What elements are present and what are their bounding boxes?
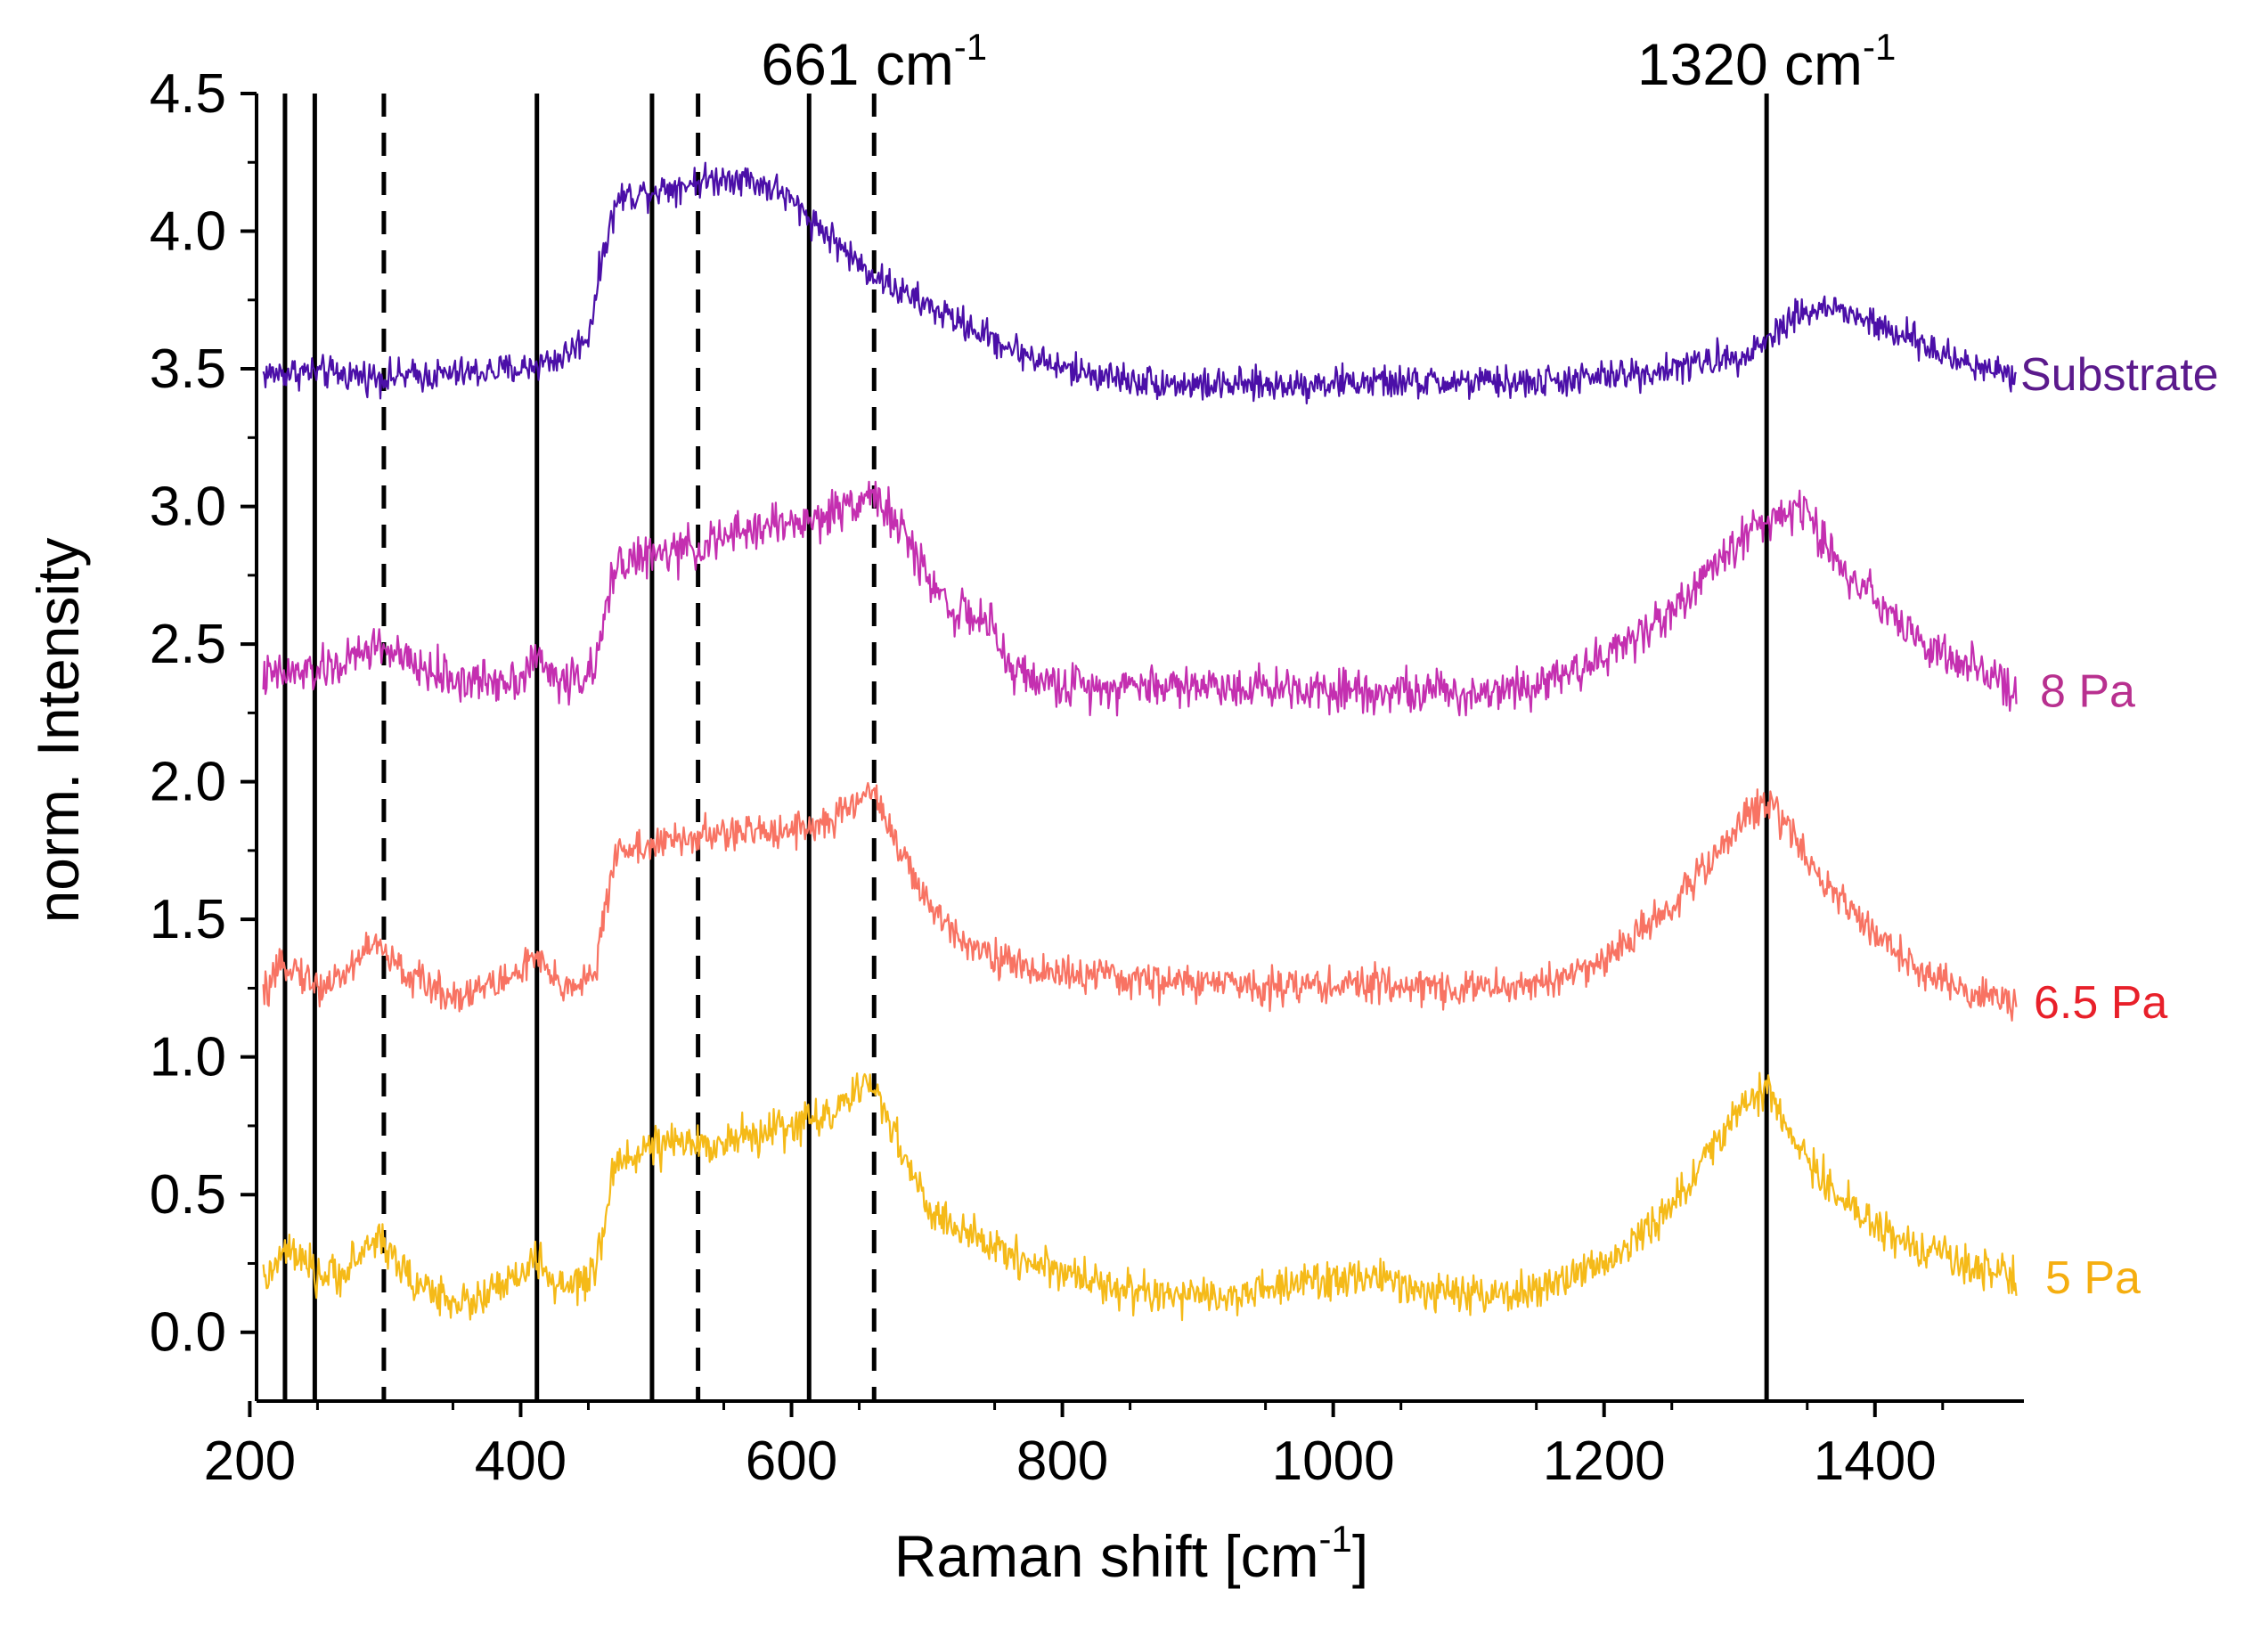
x-axis-title-sup: -1 <box>1319 1518 1352 1560</box>
series-line-5-pa <box>262 1072 2018 1322</box>
annotations: 661 cm-1 1320 cm-1 <box>761 26 1896 97</box>
series-layer <box>262 161 2018 1322</box>
y-tick-label: 3.5 <box>150 338 226 400</box>
y-tick-label: 4.5 <box>150 63 226 125</box>
x-tick-label: 600 <box>746 1430 837 1492</box>
series-line-6-5-pa <box>262 782 2018 1022</box>
series-line-8-pa <box>262 480 2018 717</box>
y-tick-label: 2.0 <box>150 752 226 813</box>
x-tick-label: 1200 <box>1543 1430 1666 1492</box>
annotation-1320: 1320 cm-1 <box>1637 26 1896 97</box>
x-tick-label: 800 <box>1016 1430 1108 1492</box>
axes <box>255 94 2024 1403</box>
y-tick-label: 1.5 <box>150 889 226 950</box>
y-tick-label: 0.0 <box>150 1302 226 1364</box>
series-labels: Substrate 8 Pa 6.5 Pa 5 Pa <box>2020 349 2219 1304</box>
x-axis-title-suffix: ] <box>1352 1523 1368 1589</box>
series-label-substrate: Substrate <box>2020 349 2219 401</box>
series-line-substrate <box>262 161 2018 405</box>
y-tick-label: 3.0 <box>150 477 226 538</box>
x-axis-title-main: Raman shift [cm <box>894 1523 1319 1589</box>
reference-lines <box>282 94 1769 1401</box>
series-label-5-pa: 5 Pa <box>2045 1252 2141 1304</box>
x-tick-label: 1000 <box>1272 1430 1395 1492</box>
annotation-661: 661 cm-1 <box>761 26 987 97</box>
x-tick-label: 200 <box>204 1430 296 1492</box>
y-tick-label: 4.0 <box>150 201 226 263</box>
series-label-8-pa: 8 Pa <box>2040 666 2135 718</box>
y-axis-title: norm. Intensity <box>25 538 91 924</box>
series-label-6-5-pa: 6.5 Pa <box>2034 977 2167 1029</box>
y-tick-label: 0.5 <box>150 1164 226 1226</box>
y-axis-ticks: 0.0 0.5 1.0 1.5 2.0 2.5 3.0 3.5 4.0 4.5 <box>150 63 257 1364</box>
y-tick-label: 2.5 <box>150 614 226 675</box>
x-axis-ticks: 200 400 600 800 1000 1200 1400 <box>204 1401 1945 1492</box>
x-tick-label: 1400 <box>1814 1430 1937 1492</box>
x-axis-title: Raman shift [cm-1] <box>894 1518 1369 1589</box>
y-tick-label: 1.0 <box>150 1027 226 1088</box>
x-tick-label: 400 <box>475 1430 567 1492</box>
